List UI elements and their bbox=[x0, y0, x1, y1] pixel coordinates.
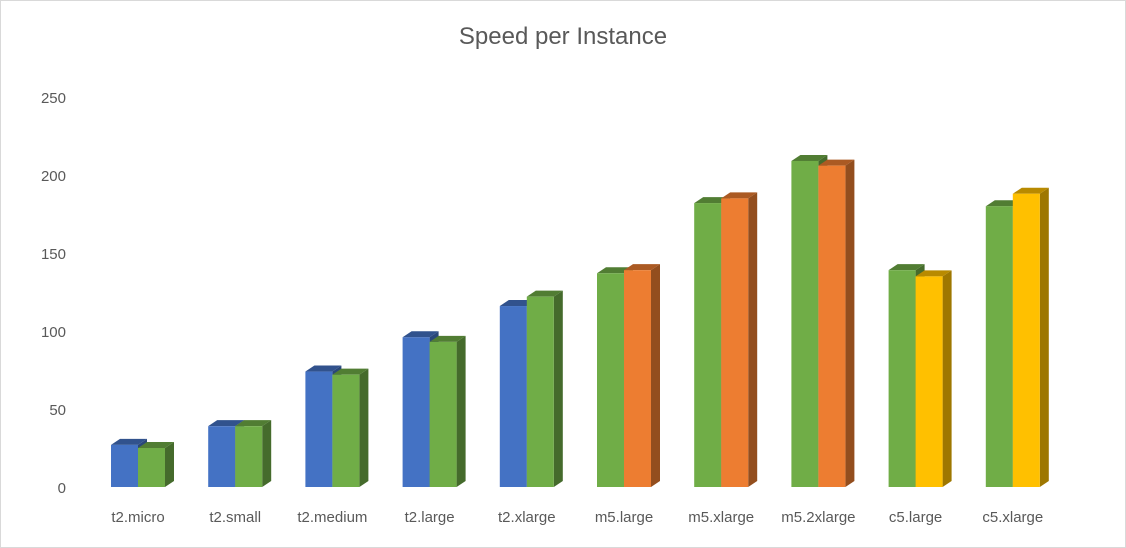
bar-front bbox=[429, 341, 457, 487]
x-category-label: m5.xlarge bbox=[688, 509, 754, 526]
bar-front bbox=[791, 160, 819, 487]
bar-group bbox=[111, 438, 174, 487]
bar-top bbox=[526, 290, 563, 297]
bar bbox=[721, 192, 758, 487]
bar bbox=[526, 290, 563, 487]
bar-front bbox=[915, 276, 943, 487]
bar-top bbox=[402, 331, 439, 338]
x-category-label: t2.small bbox=[209, 509, 261, 526]
x-category-label: t2.medium bbox=[297, 509, 367, 526]
y-tick-label: 100 bbox=[41, 324, 66, 341]
bar-side bbox=[165, 442, 174, 487]
bar-front bbox=[694, 203, 722, 487]
bar bbox=[235, 420, 272, 487]
x-category-label: t2.large bbox=[405, 509, 455, 526]
bar-front bbox=[332, 374, 360, 487]
bar-top bbox=[888, 264, 925, 271]
bar bbox=[818, 159, 855, 487]
bar-group bbox=[597, 264, 660, 487]
bar-front bbox=[402, 337, 430, 487]
bar-group bbox=[985, 187, 1049, 487]
bar-side bbox=[1039, 187, 1049, 487]
bar-front bbox=[1012, 193, 1040, 487]
bar-top bbox=[1012, 187, 1049, 194]
bar-top bbox=[624, 264, 660, 271]
bar bbox=[915, 270, 952, 487]
x-category-label: c5.xlarge bbox=[982, 509, 1043, 526]
bar-side bbox=[456, 335, 466, 487]
bar-side bbox=[748, 192, 758, 487]
x-category-label: t2.micro bbox=[111, 509, 164, 526]
bar-top bbox=[721, 192, 758, 199]
bar-top bbox=[818, 159, 855, 166]
bar-group bbox=[888, 264, 952, 487]
x-category-label: m5.large bbox=[595, 509, 653, 526]
y-tick-label: 0 bbox=[58, 480, 66, 497]
bar bbox=[1012, 187, 1049, 487]
bar-front bbox=[235, 426, 263, 487]
y-tick-label: 150 bbox=[41, 246, 66, 263]
bar-group bbox=[499, 290, 563, 487]
bar-group bbox=[208, 420, 272, 487]
x-category-label: t2.xlarge bbox=[498, 509, 556, 526]
bar-side bbox=[262, 420, 272, 487]
bar bbox=[332, 368, 369, 487]
bar-top bbox=[915, 270, 952, 277]
y-tick-label: 250 bbox=[41, 90, 66, 107]
bar-front bbox=[305, 371, 333, 487]
bar-group bbox=[402, 331, 466, 487]
x-category-label: m5.2xlarge bbox=[781, 509, 855, 526]
y-tick-label: 50 bbox=[49, 402, 66, 419]
bar-side bbox=[942, 270, 952, 487]
bar-top bbox=[791, 154, 828, 161]
bar-top bbox=[208, 420, 245, 427]
bar-top bbox=[305, 365, 342, 372]
bar-side bbox=[845, 159, 855, 487]
bar-side bbox=[553, 290, 563, 487]
bar-front bbox=[111, 444, 138, 487]
bar-top bbox=[235, 420, 272, 427]
bar bbox=[138, 442, 174, 487]
bar-front bbox=[208, 426, 236, 487]
bar bbox=[429, 335, 466, 487]
y-tick-label: 200 bbox=[41, 168, 66, 185]
bar-front bbox=[624, 270, 651, 487]
bar-front bbox=[138, 448, 165, 487]
bar-front bbox=[721, 198, 749, 487]
bar-top bbox=[138, 442, 174, 448]
bar-top bbox=[429, 335, 466, 342]
bar-top bbox=[332, 368, 369, 375]
bar-front bbox=[597, 273, 624, 487]
bar-front bbox=[818, 165, 846, 487]
bar-front bbox=[499, 306, 527, 487]
bar-front bbox=[985, 206, 1013, 487]
bar-front bbox=[888, 270, 916, 487]
bar-side bbox=[651, 264, 660, 487]
bar-top bbox=[111, 438, 147, 445]
bar-group bbox=[305, 365, 369, 487]
chart-title: Speed per Instance bbox=[458, 23, 668, 50]
bar-front bbox=[526, 296, 554, 487]
bar-side bbox=[359, 368, 369, 487]
bar-group bbox=[694, 192, 758, 487]
x-category-label: c5.large bbox=[889, 509, 942, 526]
bar-group bbox=[791, 154, 855, 487]
bar bbox=[624, 264, 660, 487]
